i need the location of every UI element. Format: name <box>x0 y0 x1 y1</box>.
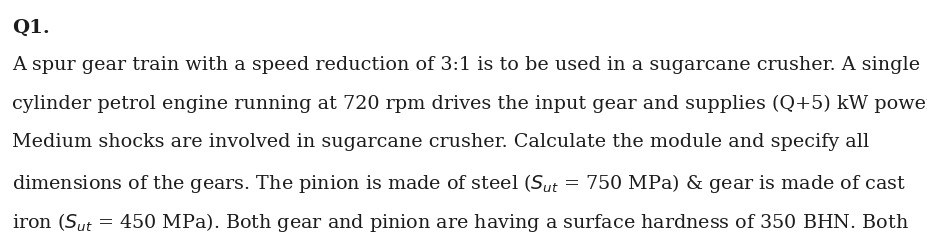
Text: Medium shocks are involved in sugarcane crusher. Calculate the module and specif: Medium shocks are involved in sugarcane … <box>12 133 869 152</box>
Text: dimensions of the gears. The pinion is made of steel ($S_{ut}$ = 750 MPa) & gear: dimensions of the gears. The pinion is m… <box>12 172 905 195</box>
Text: Q1.: Q1. <box>12 19 50 37</box>
Text: cylinder petrol engine running at 720 rpm drives the input gear and supplies (Q+: cylinder petrol engine running at 720 rp… <box>12 95 927 113</box>
Text: iron ($S_{ut}$ = 450 MPa). Both gear and pinion are having a surface hardness of: iron ($S_{ut}$ = 450 MPa). Both gear and… <box>12 211 908 234</box>
Text: A spur gear train with a speed reduction of 3:1 is to be used in a sugarcane cru: A spur gear train with a speed reduction… <box>12 56 920 74</box>
